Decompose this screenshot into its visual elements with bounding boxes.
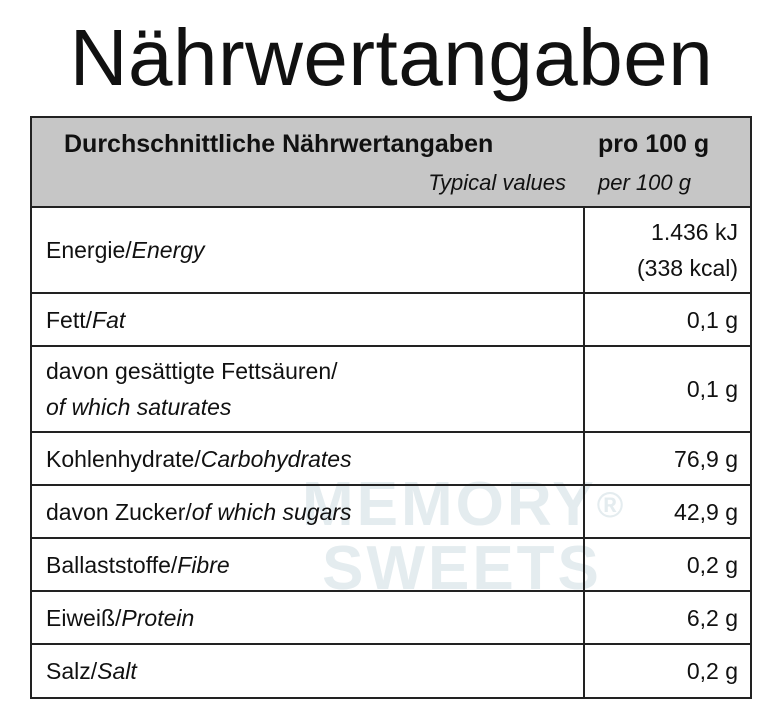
table-row-sugars: davon Zucker/of which sugars 42,9 g — [32, 486, 750, 539]
nutrition-table: MEMORY® SWEETS Durchschnittliche Nährwer… — [30, 116, 752, 699]
table-row-fibre: Ballaststoffe/Fibre 0,2 g — [32, 539, 750, 592]
row-label: Kohlenhydrate/Carbohydrates — [46, 445, 352, 472]
column-divider — [583, 208, 585, 697]
row-value: 1.436 kJ (338 kcal) — [637, 219, 738, 281]
row-value: 0,2 g — [686, 658, 738, 684]
row-label: Eiweiß/Protein — [46, 604, 195, 631]
table-row-protein: Eiweiß/Protein 6,2 g — [32, 592, 750, 645]
table-row-salt: Salz/Salt 0,2 g — [32, 645, 750, 697]
table-header: Durchschnittliche Nährwertangaben Typica… — [32, 118, 750, 208]
table-row-energy: Energie/Energy 1.436 kJ (338 kcal) — [32, 208, 750, 294]
header-column-nutrient: Durchschnittliche Nährwertangaben — [64, 130, 494, 158]
row-label: Fett/Fat — [46, 306, 126, 333]
header-column-per-100g-en: per 100 g — [598, 170, 691, 195]
row-label: Ballaststoffe/Fibre — [46, 551, 230, 578]
row-value: 0,2 g — [686, 551, 738, 578]
row-label: Salz/Salt — [46, 658, 137, 684]
row-value: 42,9 g — [674, 498, 738, 525]
watermark-logo: MEMORY® SWEETS — [302, 470, 627, 603]
row-value: 0,1 g — [686, 306, 738, 333]
row-value: 76,9 g — [674, 445, 738, 472]
row-label: davon gesättigte Fettsäuren/ of which sa… — [46, 358, 338, 420]
row-label: Energie/Energy — [46, 237, 205, 263]
table-row-fat: Fett/Fat 0,1 g — [32, 294, 750, 347]
header-column-nutrient-en: Typical values — [428, 170, 566, 195]
table-row-carbohydrates: Kohlenhydrate/Carbohydrates 76,9 g — [32, 433, 750, 486]
row-value: 0,1 g — [686, 376, 738, 402]
row-label: davon Zucker/of which sugars — [46, 498, 352, 525]
table-row-saturates: davon gesättigte Fettsäuren/ of which sa… — [32, 347, 750, 433]
header-column-per-100g: pro 100 g — [598, 130, 710, 158]
page-title: Nährwertangaben — [69, 13, 714, 102]
row-value: 6,2 g — [686, 604, 738, 631]
